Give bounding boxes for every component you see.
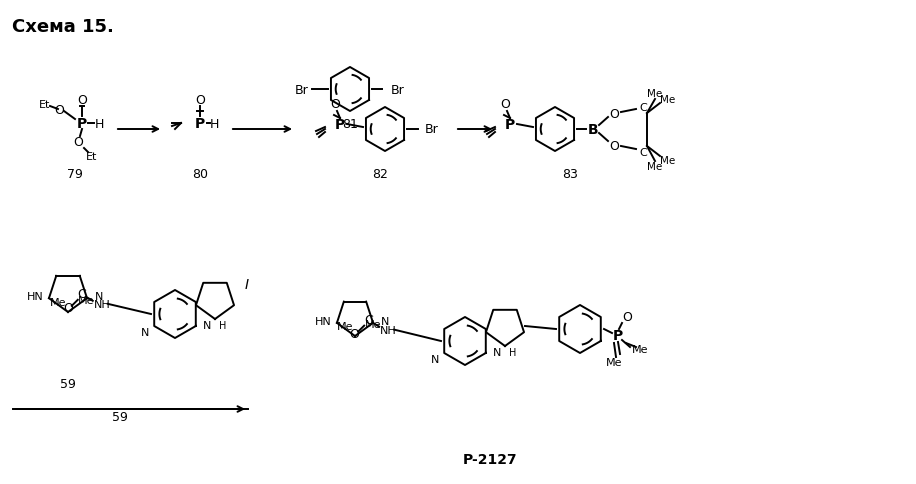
Text: H: H (210, 117, 219, 130)
Text: O: O (349, 328, 359, 340)
Text: C: C (639, 148, 647, 158)
Text: Et: Et (39, 100, 50, 110)
Text: Me: Me (78, 295, 94, 305)
Text: Br: Br (295, 83, 309, 96)
Text: Me: Me (660, 95, 676, 105)
Text: Me: Me (632, 344, 649, 354)
Text: O: O (609, 140, 619, 153)
Text: 59: 59 (112, 410, 128, 424)
Text: P: P (195, 117, 205, 131)
Text: Me: Me (365, 319, 381, 329)
Text: Me: Me (337, 321, 354, 332)
Text: H: H (94, 117, 104, 130)
Text: C: C (639, 103, 647, 113)
Text: 82: 82 (372, 168, 388, 181)
Text: I: I (245, 277, 249, 291)
Text: N: N (141, 327, 149, 337)
Text: NH: NH (93, 299, 110, 309)
Text: O: O (500, 98, 510, 111)
Text: Me: Me (605, 357, 622, 367)
Text: 59: 59 (60, 378, 76, 391)
Text: N: N (493, 348, 501, 357)
Text: 83: 83 (562, 168, 578, 181)
Text: Me: Me (49, 297, 66, 307)
Text: O: O (195, 93, 205, 106)
Text: O: O (54, 103, 64, 116)
Text: O: O (622, 311, 632, 324)
Text: P: P (505, 118, 515, 132)
Text: O: O (73, 136, 83, 149)
Text: H: H (509, 348, 517, 357)
Text: 80: 80 (192, 168, 208, 181)
Text: C: C (77, 287, 86, 301)
Text: O: O (63, 302, 72, 315)
Text: O: O (609, 108, 619, 121)
Text: Et: Et (86, 151, 98, 162)
Text: Br: Br (425, 123, 439, 136)
Text: P-2127: P-2127 (463, 452, 518, 466)
Text: P: P (335, 118, 345, 132)
Text: Схема 15.: Схема 15. (12, 18, 114, 36)
Text: N: N (431, 354, 439, 364)
Text: N: N (381, 316, 389, 326)
Text: Me: Me (648, 162, 662, 172)
Text: O: O (77, 93, 87, 106)
Text: HN: HN (314, 316, 332, 326)
Text: P: P (77, 117, 87, 131)
Text: NH: NH (380, 325, 397, 335)
Text: Br: Br (391, 83, 405, 96)
Text: P: P (613, 328, 623, 342)
Text: 81: 81 (342, 118, 358, 131)
Text: Me: Me (660, 156, 676, 166)
Text: B: B (588, 123, 598, 136)
Text: HN: HN (27, 291, 43, 302)
Text: H: H (219, 320, 226, 330)
Text: 79: 79 (67, 168, 83, 181)
Text: C: C (364, 314, 373, 326)
Text: N: N (95, 291, 104, 302)
Text: Me: Me (648, 89, 662, 99)
Text: O: O (330, 98, 340, 111)
Text: N: N (202, 320, 212, 330)
